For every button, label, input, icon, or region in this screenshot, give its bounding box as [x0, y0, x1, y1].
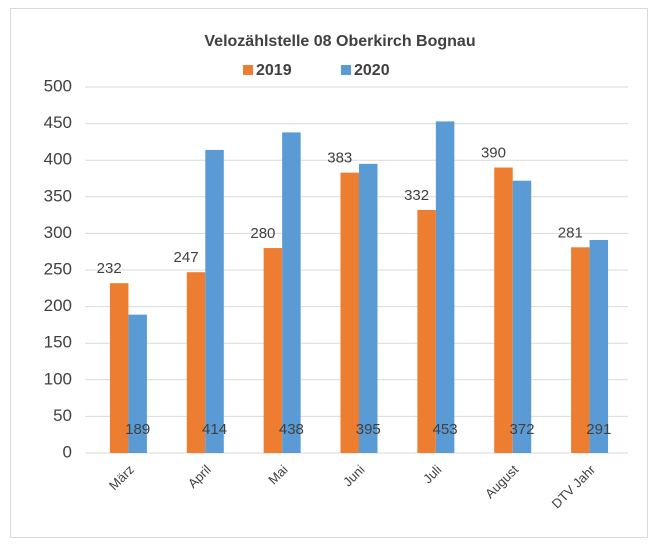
y-tick-label: 400	[44, 150, 72, 169]
data-label: 395	[356, 421, 381, 438]
bar	[512, 180, 532, 454]
y-tick-label: 450	[44, 113, 72, 132]
bar	[494, 167, 513, 453]
data-label: 390	[481, 144, 506, 161]
y-tick-label: 350	[44, 186, 72, 205]
y-tick-label: 200	[44, 296, 72, 315]
bar	[109, 283, 129, 453]
data-label: 280	[250, 225, 275, 242]
bar	[128, 314, 147, 453]
y-tick-label: 500	[44, 76, 72, 95]
bar	[282, 132, 301, 453]
bar	[205, 149, 224, 453]
data-label: 383	[327, 150, 352, 167]
data-label: 232	[97, 260, 122, 277]
bar	[417, 209, 436, 453]
data-label: 189	[125, 421, 150, 438]
data-label: 291	[586, 421, 611, 438]
legend-label: 2020	[354, 62, 390, 79]
legend-swatch	[341, 65, 351, 75]
data-label: 247	[174, 249, 199, 266]
data-label: 453	[433, 421, 458, 438]
bar	[263, 248, 283, 453]
y-tick-label: 50	[53, 406, 72, 425]
legend-swatch	[243, 65, 253, 75]
y-tick-label: 300	[44, 223, 72, 242]
legend-label: 2019	[256, 62, 292, 79]
bar	[571, 247, 590, 453]
y-tick-label: 250	[44, 259, 72, 278]
data-label: 438	[279, 421, 304, 438]
data-label: 332	[404, 187, 429, 204]
y-tick-label: 100	[44, 369, 72, 388]
chart-title: Velozählstelle 08 Oberkirch Bognau	[204, 33, 475, 50]
bar	[359, 163, 378, 454]
bar	[435, 121, 455, 454]
y-tick-label: 0	[63, 442, 72, 461]
bar	[186, 272, 206, 453]
data-label: 281	[558, 224, 583, 241]
y-tick-label: 150	[44, 333, 72, 352]
bar	[340, 172, 359, 454]
bar	[589, 239, 609, 453]
data-label: 414	[202, 421, 227, 438]
data-label: 372	[509, 421, 534, 438]
